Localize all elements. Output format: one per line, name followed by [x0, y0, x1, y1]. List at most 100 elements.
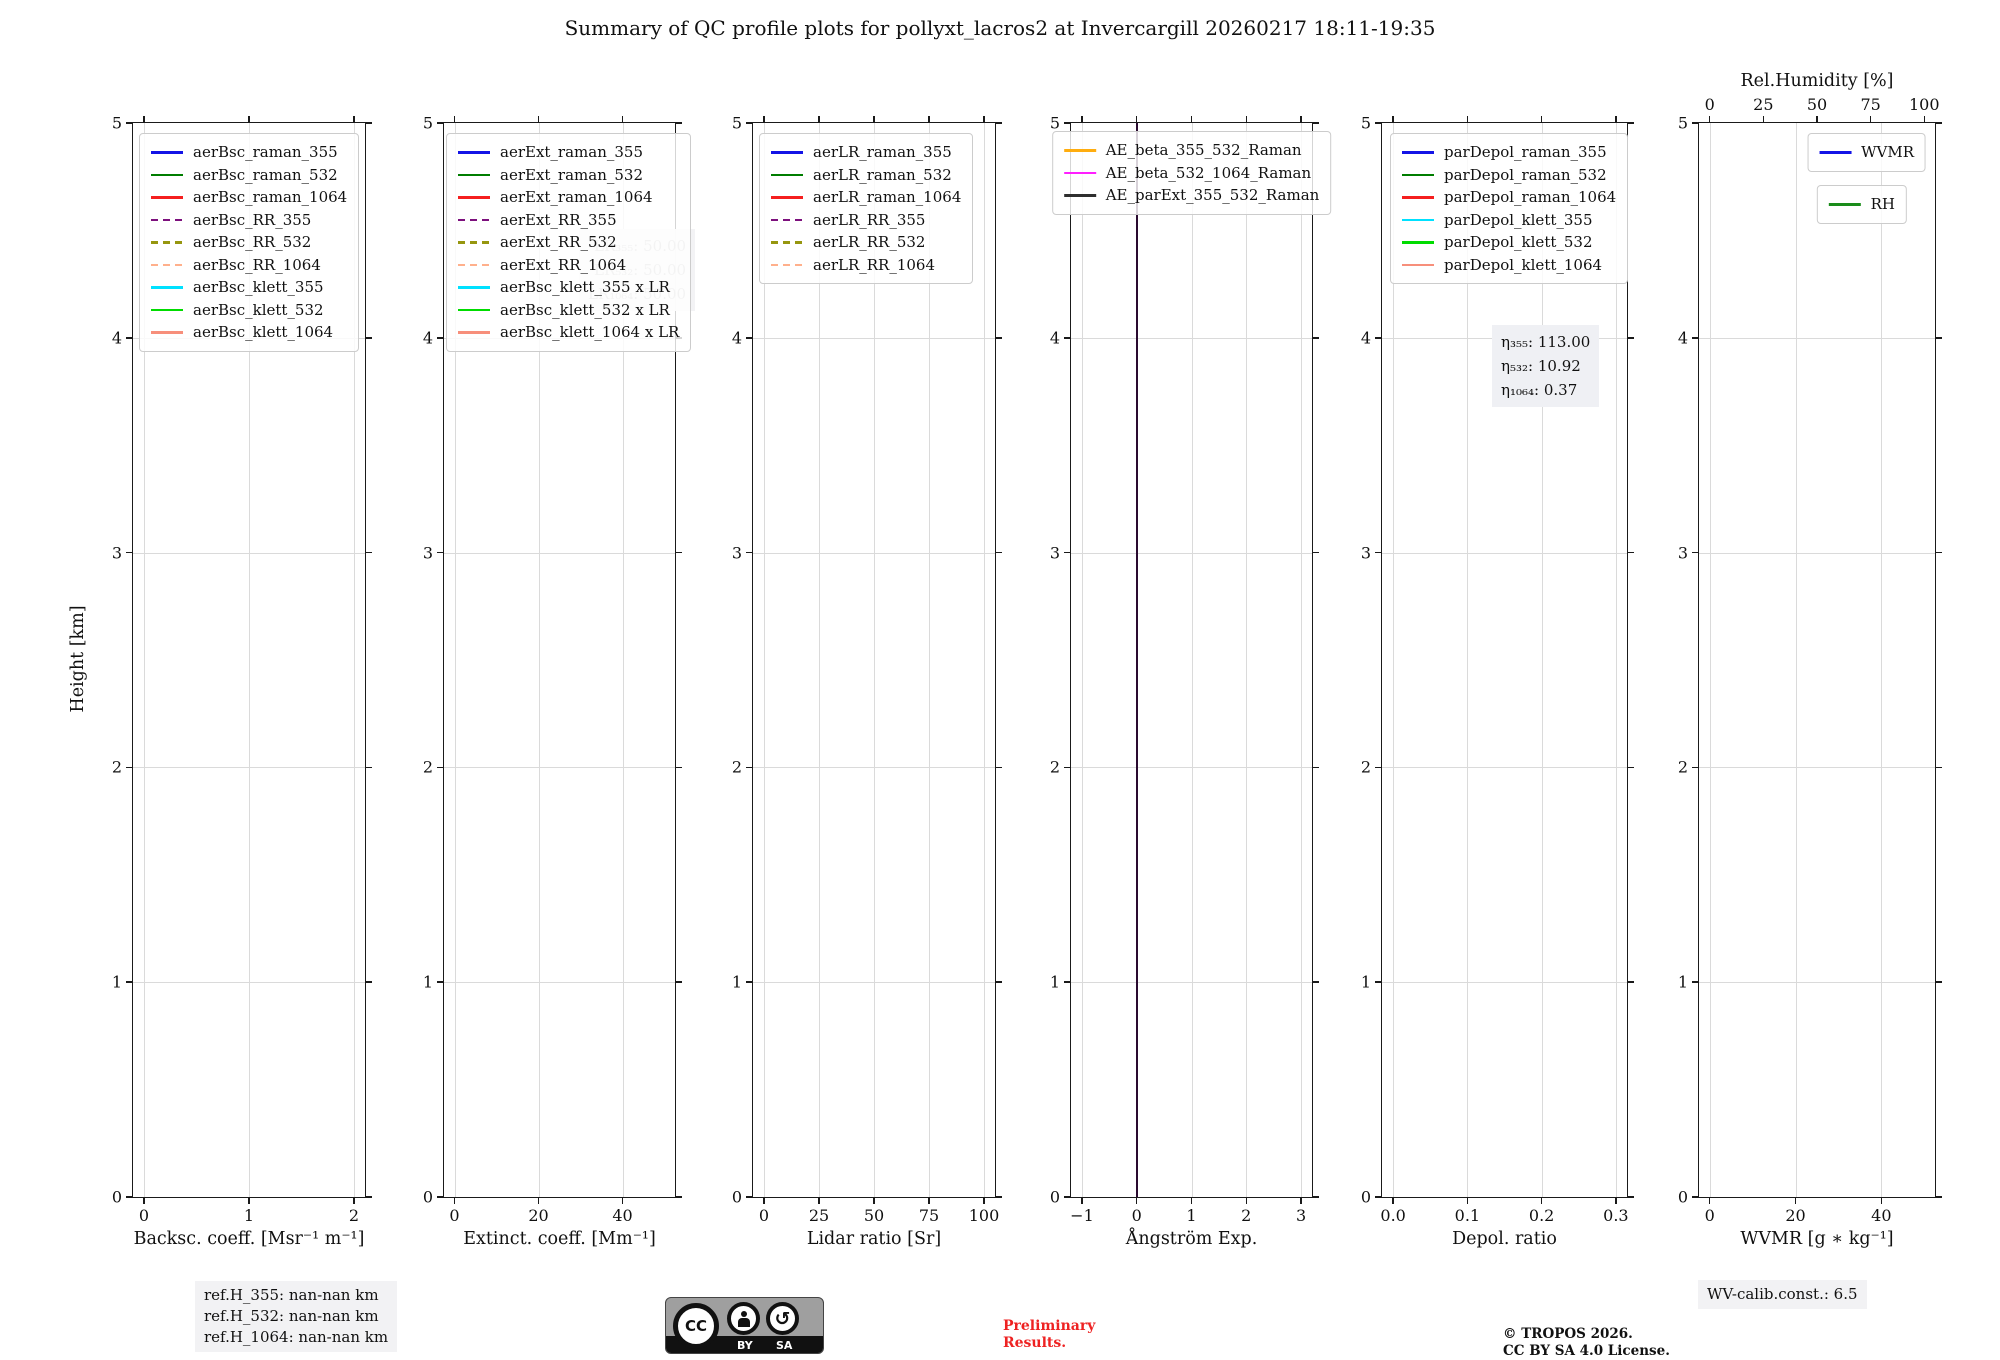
legend-line-sample — [1063, 171, 1096, 174]
x-tick — [621, 1197, 624, 1204]
legend-line-sample — [1063, 149, 1096, 152]
y-tick-label: 5 — [422, 113, 433, 133]
y-tick — [437, 122, 444, 124]
legend-item: aerExt_raman_355 — [458, 141, 679, 164]
y-tick-label: 1 — [1360, 972, 1371, 992]
x-tick-label: −1 — [1070, 1206, 1094, 1225]
legend-item: aerBsc_klett_532 x LR — [458, 299, 679, 322]
y-tick — [1312, 766, 1319, 769]
y-tick — [1312, 1196, 1319, 1198]
y-tick — [1064, 122, 1071, 124]
share-alike-icon: ↺ — [766, 1302, 799, 1335]
legend-item: AE_parExt_355_532_Raman — [1063, 184, 1319, 207]
y-gridline — [753, 552, 995, 554]
legend-line-sample — [771, 263, 803, 266]
legend-line-sample — [1828, 203, 1861, 206]
legend-item-label: aerExt_raman_532 — [500, 165, 643, 184]
y-tick — [1627, 122, 1634, 124]
top-x-tick-label: 0 — [1704, 95, 1715, 114]
panel-angstroem: −1 0 1 2 3 0 1 2 3 4 5 AE_beta_355_532_Raman AE_beta… — [1050, 114, 1332, 1249]
x-tick — [928, 116, 930, 123]
y-tick-label: 2 — [422, 757, 433, 777]
cc-license-badge: BY SA CC ↺ — [665, 1297, 824, 1354]
legend-item-label: RH — [1870, 195, 1896, 214]
legend-item-label: parDepol_klett_532 — [1444, 233, 1593, 252]
y-tick — [675, 1196, 682, 1198]
x-tick-label: 1 — [1186, 1206, 1197, 1225]
y-tick — [1375, 981, 1382, 983]
x-tick — [353, 1197, 355, 1204]
legend-item: parDepol_klett_532 — [1402, 231, 1616, 254]
top-x-axis-label: Rel.Humidity [%] — [1740, 71, 1894, 91]
y-tick — [1375, 766, 1382, 769]
legend-item-label: aerBsc_klett_355 x LR — [500, 278, 670, 297]
x-tick-label: 50 — [863, 1206, 885, 1225]
legend-item: aerBsc_raman_355 — [151, 141, 347, 164]
x-tick — [1135, 1197, 1138, 1204]
legend-item: aerBsc_klett_1064 — [151, 321, 347, 344]
x-gridline — [1191, 123, 1193, 1197]
legend-item: aerBsc_RR_355 — [151, 209, 347, 232]
y-tick — [1375, 122, 1382, 124]
legend-angstroem: AE_beta_355_532_Raman AE_beta_532_1064_Ra… — [1051, 131, 1332, 215]
legend-line-sample — [151, 151, 183, 154]
y-tick — [1312, 551, 1319, 554]
y-tick — [675, 122, 682, 124]
x-axis-label: Backsc. coeff. [Msr⁻¹ m⁻¹] — [133, 1229, 365, 1249]
x-tick — [1540, 116, 1543, 123]
legend-depolarization: parDepol_raman_355 parDepol_raman_532 parD… — [1390, 133, 1629, 284]
y-gridline — [444, 552, 675, 554]
legend-lidar-ratio: aerLR_raman_355 aerLR_raman_532 aerLR_rama… — [759, 133, 974, 284]
y-tick-label: 0 — [111, 1187, 122, 1207]
x-tick-label: 0.2 — [1528, 1206, 1555, 1225]
legend-line-sample — [151, 308, 183, 311]
legend-item-label: aerExt_RR_1064 — [500, 255, 627, 274]
legend-item-label: aerLR_raman_532 — [813, 165, 952, 184]
y-tick — [1692, 766, 1699, 769]
y-tick — [995, 1196, 1002, 1198]
y-tick-label: 0 — [731, 1187, 742, 1207]
legend-item-label: aerBsc_klett_1064 x LR — [500, 323, 680, 342]
x-tick — [1245, 116, 1248, 123]
wv-calibration-constant: WV-calib.const.: 6.5 — [1698, 1280, 1867, 1309]
x-tick — [537, 116, 540, 123]
y-gridline — [133, 767, 365, 769]
legend-line-sample — [458, 286, 490, 289]
y-tick — [365, 551, 372, 554]
x-gridline — [538, 123, 540, 1197]
x-tick-label: 75 — [918, 1206, 940, 1225]
x-tick — [1466, 1197, 1469, 1204]
legend-line-sample — [151, 331, 183, 334]
panel-lidar-ratio: 0 25 50 75 100 0 1 2 3 4 5 aerLR_raman_355 aerLR_ram… — [732, 114, 1002, 1249]
x-tick — [1615, 1197, 1617, 1204]
x-gridline — [764, 123, 765, 1197]
legend-item: aerBsc_raman_532 — [151, 164, 347, 187]
y-gridline — [1699, 982, 1935, 984]
y-tick — [746, 1196, 753, 1198]
y-tick-label: 1 — [422, 972, 433, 992]
x-gridline — [1246, 123, 1248, 1197]
y-tick-label: 5 — [1360, 113, 1371, 133]
y-gridline — [444, 982, 675, 984]
legend-line-sample — [1402, 173, 1434, 176]
legend-wvmr: WVMR — [1807, 133, 1926, 172]
y-tick-label: 4 — [422, 328, 433, 348]
y-tick — [1627, 337, 1634, 339]
top-x-tick — [1816, 116, 1818, 123]
y-tick — [675, 981, 682, 983]
y-tick — [1312, 981, 1319, 983]
y-tick — [1935, 1196, 1942, 1198]
legend-item-label: aerLR_raman_355 — [813, 143, 952, 162]
y-tick — [1375, 1196, 1382, 1198]
top-x-tick-label: 100 — [1908, 95, 1940, 114]
x-tick — [818, 1197, 820, 1204]
depol-calibration-constants: η₃₅₅: 113.00 η₅₃₂: 10.92 η₁₀₆₄: 0.37 — [1492, 325, 1600, 407]
x-tick — [1190, 1197, 1193, 1204]
legend-item: aerLR_RR_532 — [771, 231, 961, 254]
x-tick-label: 25 — [808, 1206, 830, 1225]
legend-line-sample — [151, 263, 183, 266]
y-tick-label: 4 — [1049, 328, 1060, 348]
y-tick — [1935, 122, 1942, 124]
y-tick — [1692, 981, 1699, 983]
x-tick — [763, 116, 765, 123]
